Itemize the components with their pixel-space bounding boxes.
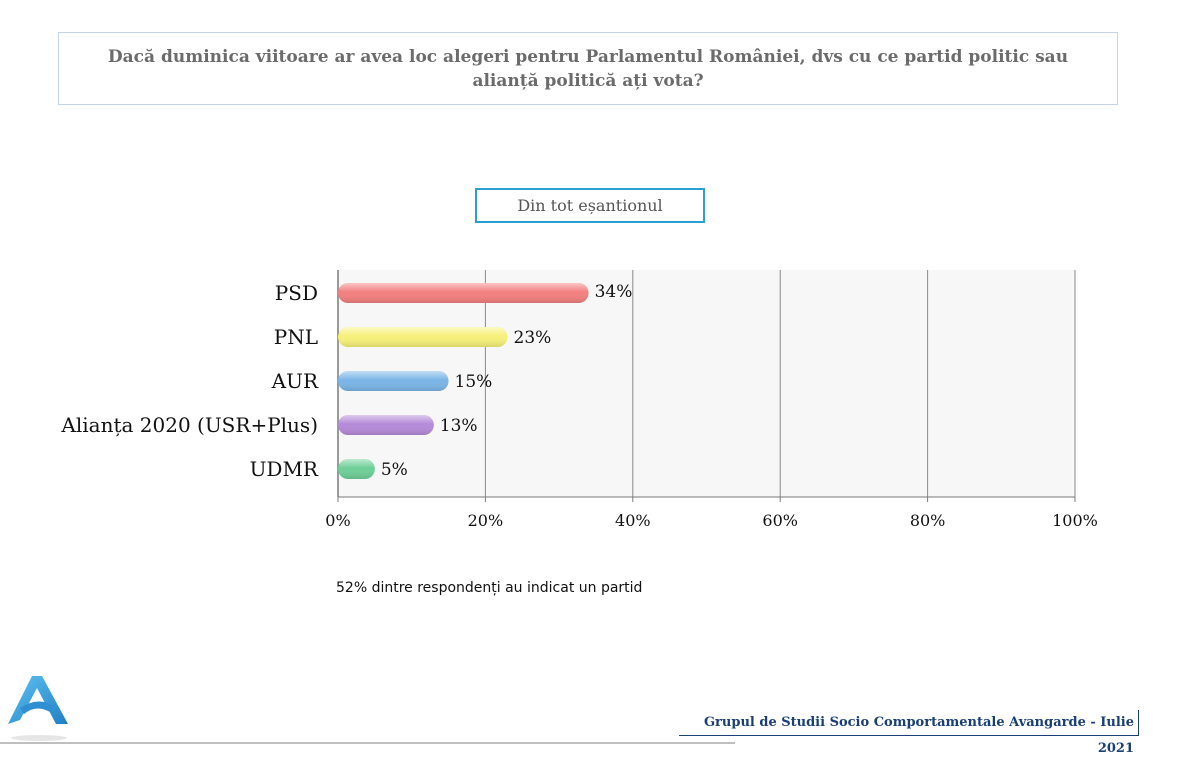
question-box: Dacă duminica viitoare ar avea loc alege… (58, 32, 1118, 105)
x-tick-label: 80% (910, 511, 946, 530)
x-tick-label: 40% (615, 511, 651, 530)
category-label: AUR (271, 369, 319, 393)
data-label: 23% (514, 328, 552, 348)
x-tick-label: 20% (468, 511, 504, 530)
bar-highlight (338, 327, 508, 347)
footnote: 52% dintre respondenți au indicat un par… (336, 580, 643, 596)
bar-highlight (338, 283, 589, 303)
avangarde-logo (4, 672, 74, 749)
data-label: 15% (455, 372, 493, 392)
x-tick-label: 100% (1052, 511, 1098, 530)
bar-highlight (338, 415, 434, 435)
category-label: PNL (274, 325, 318, 349)
bar-highlight (338, 371, 449, 391)
data-label: 13% (440, 416, 478, 436)
subset-label: Din tot eșantionul (517, 196, 663, 215)
x-tick-label: 60% (762, 511, 798, 530)
source-credit: Grupul de Studii Socio Comportamentale A… (679, 710, 1139, 756)
bar-highlight (338, 459, 375, 479)
data-label: 5% (381, 460, 408, 480)
subset-label-box: Din tot eșantionul (475, 188, 705, 223)
data-label: 34% (595, 282, 633, 302)
x-tick-label: 0% (325, 511, 350, 530)
category-label: UDMR (250, 457, 319, 481)
bottom-divider (0, 742, 735, 744)
category-label: Alianța 2020 (USR+Plus) (60, 413, 318, 437)
bar-chart: PSD 34% PNL 23% AUR 15% Alianța 2020 (USR+Plus… (60, 270, 1098, 530)
question-text: Dacă duminica viitoare ar avea loc alege… (107, 46, 1069, 91)
plot-area (338, 270, 1075, 497)
category-label: PSD (275, 281, 318, 305)
